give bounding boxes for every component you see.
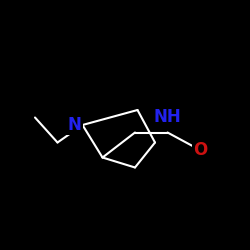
Text: N: N [68, 116, 81, 134]
Text: NH: NH [154, 108, 182, 126]
Text: O: O [193, 141, 207, 159]
